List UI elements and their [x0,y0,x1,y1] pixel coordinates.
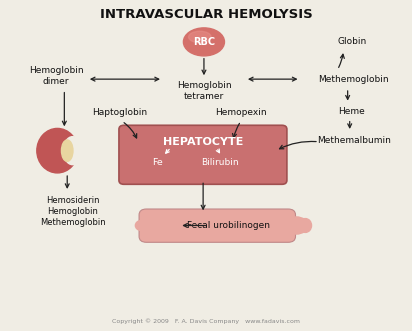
Text: RBC: RBC [193,37,215,47]
Text: Fe: Fe [152,158,163,167]
Text: Copyright © 2009   F. A. Davis Company   www.fadavis.com: Copyright © 2009 F. A. Davis Company www… [112,319,300,324]
Text: Hemoglobin
tetramer: Hemoglobin tetramer [177,81,231,101]
Text: Bilirubin: Bilirubin [201,158,239,167]
Text: INTRAVASCULAR HEMOLYSIS: INTRAVASCULAR HEMOLYSIS [100,8,312,21]
Text: Haptoglobin: Haptoglobin [92,108,147,117]
Ellipse shape [136,220,147,230]
Ellipse shape [299,218,311,232]
FancyBboxPatch shape [119,125,287,184]
Text: Globin: Globin [337,37,366,46]
Text: Methemalbumin: Methemalbumin [317,136,391,145]
Text: Hemosiderin
Hemoglobin
Methemoglobin: Hemosiderin Hemoglobin Methemoglobin [40,196,105,227]
Text: Heme: Heme [338,107,365,116]
Ellipse shape [61,140,73,162]
Ellipse shape [285,217,308,234]
Text: Hemopexin: Hemopexin [215,108,267,117]
Ellipse shape [189,31,211,43]
Text: Hemoglobin
dimer: Hemoglobin dimer [29,66,84,85]
Text: Fecal urobilinogen: Fecal urobilinogen [187,221,270,230]
Text: HEPATOCYTE: HEPATOCYTE [163,137,243,147]
Ellipse shape [37,128,78,173]
Ellipse shape [63,137,82,165]
Text: Methemoglobin: Methemoglobin [318,75,389,84]
FancyBboxPatch shape [139,209,295,242]
Ellipse shape [183,28,225,56]
